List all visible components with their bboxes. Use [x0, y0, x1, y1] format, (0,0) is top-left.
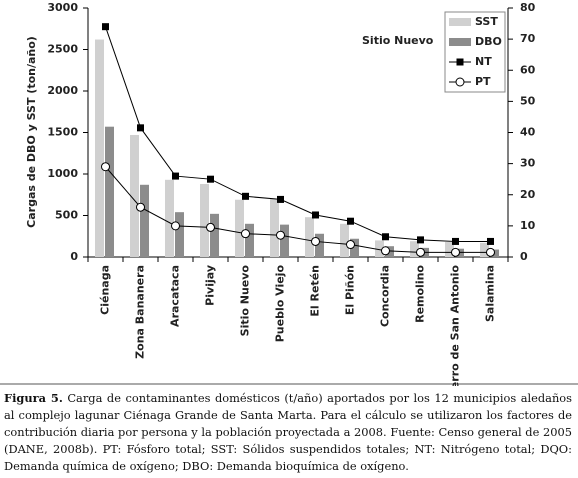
marker — [487, 237, 494, 245]
bar — [410, 241, 419, 257]
bar — [445, 242, 454, 257]
marker — [382, 233, 389, 241]
marker — [347, 217, 354, 225]
x-tick-label: Salamina — [484, 265, 497, 322]
y-axis-label: Cargas de DBO y SST (ton/año) — [25, 36, 38, 228]
y2-tick-label: 70 — [520, 32, 536, 45]
marker — [276, 230, 285, 240]
x-tick-label: Sitio Nuevo — [239, 265, 252, 337]
legend-marker — [456, 58, 464, 66]
marker — [241, 229, 250, 239]
bar — [480, 242, 489, 257]
marker — [451, 247, 460, 257]
y2-tick-label: 0 — [520, 250, 528, 263]
y-tick-label: 0 — [70, 250, 78, 263]
x-tick-label: El Retén — [309, 265, 322, 317]
x-tick-label: Zona Bananera — [134, 265, 147, 359]
y2-tick-label: 80 — [520, 1, 536, 14]
bar — [175, 212, 184, 257]
bar — [130, 134, 139, 257]
x-tick-label: Remolino — [414, 265, 427, 323]
y2-tick-label: 30 — [520, 157, 536, 170]
marker — [417, 236, 424, 244]
marker — [312, 211, 319, 219]
annotation: Sitio Nuevo — [362, 34, 434, 47]
x-tick-label: Aracataca — [169, 265, 182, 327]
marker — [277, 195, 284, 203]
y2-tick-label: 10 — [520, 219, 536, 232]
marker — [242, 192, 249, 200]
x-tick-label: Pivijay — [204, 265, 217, 306]
y-tick-label: 500 — [55, 209, 78, 222]
chart: Cargas de DBO y SST (ton/año) Sitio Nuev… — [0, 1, 578, 386]
y-tick-label: 1500 — [47, 126, 78, 139]
bar — [210, 213, 219, 257]
bar — [280, 224, 289, 257]
y-tick-label: 3000 — [47, 1, 78, 14]
marker — [172, 172, 179, 180]
marker — [102, 23, 109, 31]
bar — [200, 183, 209, 257]
y2-tick-label: 20 — [520, 188, 536, 201]
x-tick-label: Concordia — [379, 265, 392, 327]
legend-marker — [455, 77, 465, 87]
marker — [452, 237, 459, 245]
marker — [346, 240, 355, 250]
marker — [381, 246, 390, 256]
marker — [137, 124, 144, 132]
marker — [486, 247, 495, 257]
y-tick-label: 1000 — [47, 167, 78, 180]
bar — [165, 179, 174, 257]
legend-label: SST — [475, 15, 498, 28]
caption: Figura 5. Carga de contaminantes domésti… — [4, 390, 572, 475]
x-tick-label: El Piñón — [344, 265, 357, 315]
bar — [305, 217, 314, 257]
marker — [171, 221, 180, 231]
bar — [375, 240, 384, 257]
y-tick-label: 2500 — [47, 43, 78, 56]
bar — [350, 238, 359, 257]
marker — [311, 236, 320, 246]
line — [105, 166, 491, 253]
bar — [340, 223, 349, 257]
legend-label: NT — [475, 55, 492, 68]
y2-tick-label: 40 — [520, 126, 536, 139]
marker — [206, 222, 215, 232]
line — [105, 26, 491, 242]
caption-label: Figura 5. — [4, 391, 63, 405]
bar — [105, 126, 114, 257]
marker — [101, 162, 110, 172]
marker — [207, 175, 214, 183]
x-tick-label: Pueblo Viejo — [274, 265, 287, 343]
marker — [416, 247, 425, 257]
x-tick-label: Ciénaga — [99, 265, 112, 315]
bar — [95, 39, 104, 257]
y2-tick-label: 60 — [520, 63, 536, 76]
y-tick-label: 2000 — [47, 84, 78, 97]
legend-label: DBO — [475, 35, 502, 48]
bar — [315, 233, 324, 257]
bar — [140, 184, 149, 257]
legend-label: PT — [475, 75, 491, 88]
bar — [270, 198, 279, 257]
x-tick-label: Cerro de San Antonio — [449, 265, 462, 386]
marker — [136, 202, 145, 212]
legend-swatch — [449, 18, 471, 26]
legend-swatch — [449, 38, 471, 46]
bar — [245, 223, 254, 257]
caption-text: Carga de contaminantes domésticos (t/año… — [4, 391, 573, 473]
y2-tick-label: 50 — [520, 94, 536, 107]
bar — [235, 199, 244, 257]
